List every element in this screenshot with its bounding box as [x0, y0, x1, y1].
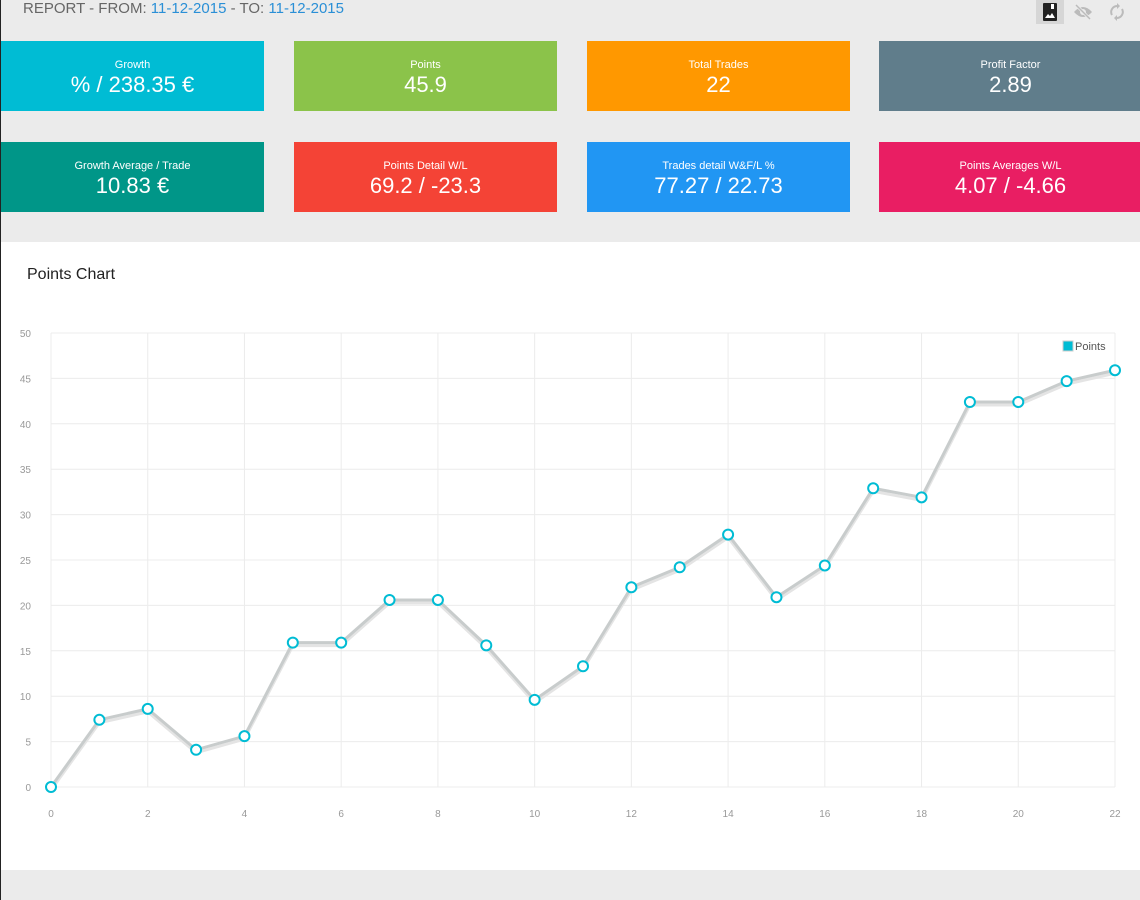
data-point[interactable]: [528, 693, 541, 706]
stat-value: 69.2 / -23.3: [369, 173, 482, 198]
series-line: [49, 368, 1116, 788]
stat-value: % / 238.35 €: [70, 72, 195, 97]
stat-label: Growth Average / Trade: [74, 160, 191, 172]
stat-value: 10.83 €: [95, 173, 170, 198]
data-point[interactable]: [238, 730, 251, 743]
data-point[interactable]: [818, 559, 831, 572]
data-point[interactable]: [722, 528, 735, 541]
from-date[interactable]: 11-12-2015: [150, 0, 227, 17]
data-point[interactable]: [286, 636, 299, 649]
data-point[interactable]: [335, 636, 348, 649]
y-tick-label: 10: [20, 692, 32, 703]
stat-card: Growth Average / Trade 10.83 €: [1, 142, 264, 212]
stat-label: Points Detail W/L: [383, 160, 468, 172]
x-tick-label: 2: [145, 809, 151, 820]
y-tick-label: 5: [25, 738, 31, 749]
stat-card: Total Trades 22: [587, 41, 850, 111]
y-tick-label: 50: [20, 329, 32, 340]
stat-label: Trades detail W&F/L %: [662, 160, 775, 172]
data-point[interactable]: [963, 396, 976, 409]
image-icon: [1043, 3, 1057, 21]
y-tick-label: 20: [20, 601, 32, 612]
refresh-button[interactable]: [1103, 0, 1131, 24]
y-tick-label: 30: [20, 511, 32, 522]
x-tick-label: 4: [242, 809, 248, 820]
data-point[interactable]: [577, 660, 589, 673]
x-tick-label: 16: [819, 809, 831, 820]
stat-label: Growth: [114, 59, 151, 71]
data-point[interactable]: [1012, 396, 1025, 409]
y-tick-label: 40: [20, 420, 32, 431]
x-tick-label: 20: [1013, 809, 1025, 820]
footer-area: [1, 870, 1140, 900]
x-tick-label: 18: [916, 809, 928, 820]
data-point[interactable]: [480, 639, 493, 652]
x-tick-label: 22: [1109, 809, 1121, 820]
data-point[interactable]: [141, 702, 154, 715]
eye-off-icon: [1074, 4, 1092, 20]
stat-label: Total Trades: [688, 59, 749, 71]
y-tick-label: 0: [25, 783, 31, 794]
x-tick-label: 14: [723, 809, 735, 820]
data-point[interactable]: [1109, 364, 1121, 377]
stat-card: Growth% / 238.35 €: [1, 41, 264, 111]
points-chart: 0 5 10 15 20 25 30 35 40 45 50 0 2 4 6 8 10 12 14 16 18 20 22 P…: [20, 329, 1121, 820]
points-chart-panel: Points Chart 0 5 10 15 20 25 30 35 40 45 50 0 2 4 6 8 10…: [1, 242, 1140, 870]
x-tick-label: 6: [338, 809, 344, 820]
stat-card: Trades detail W&F/L % 77.27 / 22.73: [587, 142, 850, 212]
stat-value: 77.27 / 22.73: [654, 173, 783, 198]
stat-value: 45.9: [404, 72, 447, 97]
stat-card: Points 45.9: [294, 41, 557, 111]
stat-value: 22: [706, 72, 731, 97]
to-date[interactable]: 11-12-2015: [268, 0, 344, 17]
x-tick-label: 12: [626, 809, 638, 820]
report-mid: - TO:: [226, 0, 269, 17]
data-point[interactable]: [1060, 375, 1073, 388]
stat-label: Profit Factor: [980, 59, 1041, 71]
data-point[interactable]: [673, 561, 686, 574]
data-point[interactable]: [431, 593, 444, 606]
data-point[interactable]: [190, 743, 203, 756]
report-header: REPORT - FROM: 11-12-2015 - TO: 11-12-20…: [23, 0, 344, 20]
stat-value: 2.89: [989, 72, 1032, 97]
series-line-shadow: [49, 371, 1116, 791]
chart-title: Points Chart: [27, 266, 116, 283]
legend-label[interactable]: Points: [1075, 341, 1106, 353]
stat-card: Points Detail W/L 69.2 / -23.3: [294, 142, 557, 212]
data-point[interactable]: [625, 581, 638, 594]
y-tick-label: 35: [20, 465, 32, 476]
legend-swatch: [1062, 340, 1074, 352]
report-prefix: REPORT - FROM:: [23, 0, 151, 17]
x-tick-label: 0: [48, 809, 54, 820]
stat-label: Points: [410, 59, 441, 71]
x-tick-label: 8: [435, 809, 441, 820]
data-point[interactable]: [770, 591, 783, 604]
y-tick-label: 15: [20, 647, 32, 658]
stat-card: Points Averages W/L 4.07 / -4.66: [879, 142, 1140, 212]
y-tick-label: 25: [20, 556, 32, 567]
image-button[interactable]: [1036, 0, 1064, 24]
y-tick-label: 45: [20, 374, 32, 385]
refresh-icon: [1110, 3, 1124, 21]
data-point[interactable]: [867, 482, 880, 495]
data-point[interactable]: [45, 781, 57, 793]
x-tick-label: 10: [529, 809, 541, 820]
stat-value: 4.07 / -4.66: [954, 173, 1067, 198]
stat-card: Profit Factor 2.89: [879, 41, 1140, 111]
data-point[interactable]: [915, 491, 928, 504]
hide-button[interactable]: [1069, 0, 1097, 24]
data-point[interactable]: [93, 713, 106, 726]
stat-label: Points Averages W/L: [959, 160, 1062, 172]
data-point[interactable]: [383, 593, 396, 606]
